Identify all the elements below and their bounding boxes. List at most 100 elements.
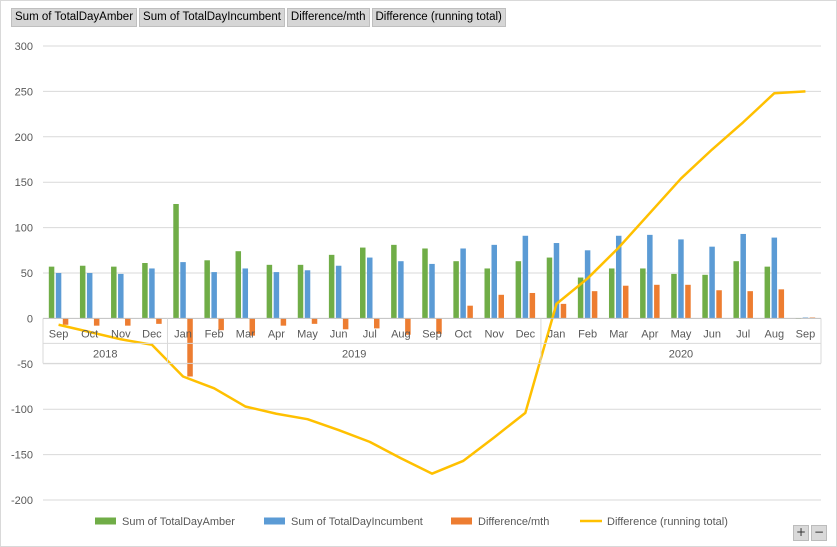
bar — [374, 318, 380, 329]
bar — [249, 318, 256, 336]
x-tick-label: Mar — [236, 328, 255, 340]
year-label: 2018 — [93, 348, 117, 360]
x-tick-label: Dec — [142, 328, 162, 340]
bar — [429, 263, 435, 319]
bar — [204, 260, 210, 319]
bar — [733, 261, 739, 319]
bar — [422, 248, 428, 319]
bar — [342, 318, 349, 330]
bar — [685, 284, 691, 319]
bar — [328, 254, 335, 319]
zoom-out-button[interactable]: − — [811, 525, 827, 541]
bar — [771, 237, 778, 319]
y-tick-label: 200 — [15, 132, 33, 144]
bar — [79, 265, 86, 319]
x-tick-label: Apr — [641, 328, 658, 340]
bar — [297, 264, 304, 319]
bar — [553, 243, 560, 319]
bar — [142, 263, 148, 319]
field-button-running-total[interactable]: Difference (running total) — [371, 8, 506, 27]
bar — [62, 318, 69, 325]
bar — [311, 318, 318, 324]
x-tick-label: Nov — [111, 328, 131, 340]
x-tick-label: Oct — [81, 328, 98, 340]
bar — [778, 289, 785, 319]
legend-label: Difference/mth — [478, 516, 549, 528]
field-button-difference[interactable]: Difference/mth — [286, 8, 370, 27]
running-total-line — [58, 90, 806, 475]
bar — [111, 266, 117, 319]
bar — [218, 318, 224, 331]
bar — [491, 244, 497, 319]
bar — [118, 273, 124, 319]
bar — [242, 268, 249, 319]
bar — [235, 251, 242, 319]
field-button-amber[interactable]: Sum of TotalDayAmber — [11, 8, 138, 27]
field-button-incumbent[interactable]: Sum of TotalDayIncumbent — [139, 8, 285, 27]
bar — [747, 291, 753, 319]
bar — [702, 274, 708, 319]
year-label: 2020 — [669, 348, 693, 360]
x-tick-label: Aug — [765, 328, 785, 340]
x-tick-label: Apr — [268, 328, 285, 340]
y-axis: -200 -150 -100 -50 0 50 100 150 200 250 300 — [11, 41, 33, 507]
bar — [436, 318, 442, 334]
y-tick-label: 50 — [21, 268, 33, 280]
bar — [273, 272, 280, 319]
x-tick-label: Sep — [796, 328, 816, 340]
bar — [453, 261, 459, 319]
bar — [156, 318, 162, 324]
bar — [93, 318, 100, 326]
y-tick-label: 0 — [27, 313, 33, 325]
bar — [640, 268, 646, 319]
x-tick-label: Feb — [578, 328, 597, 340]
bar — [484, 268, 490, 319]
y-tick-label: 100 — [15, 223, 33, 235]
x-tick-label: May — [671, 328, 692, 340]
bar — [55, 273, 62, 319]
x-tick-label: Dec — [516, 328, 536, 340]
bar — [391, 244, 397, 319]
bar — [398, 261, 404, 319]
bar — [48, 266, 55, 319]
bar — [266, 264, 273, 319]
bar — [86, 273, 93, 319]
zoom-in-button[interactable]: + — [793, 525, 809, 541]
bar — [522, 235, 529, 319]
bar — [546, 257, 553, 319]
y-tick-label: 250 — [15, 86, 33, 98]
y-tick-label: -200 — [11, 495, 33, 507]
y-tick-label: 300 — [15, 41, 33, 53]
line-series — [58, 90, 806, 475]
legend-swatch — [451, 517, 472, 525]
y-tick-label: -150 — [11, 450, 33, 462]
bar — [529, 292, 536, 319]
bar — [367, 257, 373, 319]
x-axis: Sep Oct Nov Dec Jan Feb Mar Apr May Jun Jul Aug Sep O… — [42, 317, 822, 364]
x-tick-label: Feb — [205, 328, 224, 340]
bar — [615, 235, 622, 319]
bar — [360, 247, 366, 319]
bar — [467, 305, 473, 319]
bar — [405, 318, 411, 335]
x-tick-label: May — [297, 328, 318, 340]
bar — [149, 268, 155, 319]
legend-swatch — [264, 517, 285, 525]
bar — [654, 284, 660, 319]
bar — [608, 268, 615, 319]
bar — [125, 318, 131, 326]
bar — [515, 261, 522, 319]
bar — [622, 285, 629, 319]
bar-series — [48, 203, 816, 377]
bar — [335, 265, 342, 319]
bar — [187, 318, 193, 377]
legend-label: Difference (running total) — [607, 516, 728, 528]
bar — [584, 250, 591, 319]
x-tick-label: Jul — [736, 328, 750, 340]
bar — [560, 303, 567, 319]
year-label: 2019 — [342, 348, 366, 360]
bar — [764, 266, 771, 319]
pivot-field-buttons: Sum of TotalDayAmber Sum of TotalDayIncu… — [11, 8, 506, 27]
bar — [709, 246, 715, 319]
bar — [498, 294, 504, 319]
